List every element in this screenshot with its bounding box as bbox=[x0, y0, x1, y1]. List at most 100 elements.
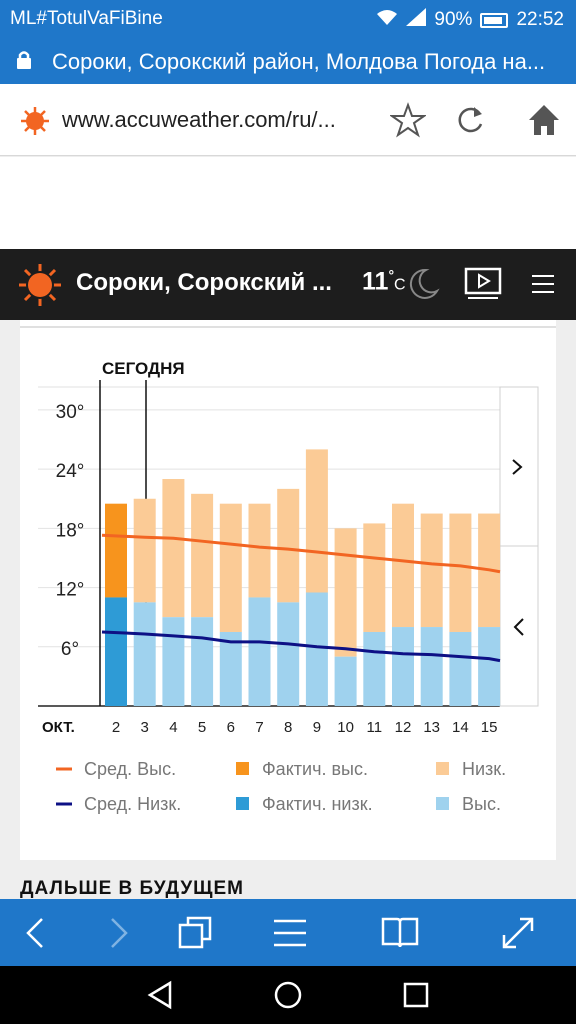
high-bar bbox=[449, 513, 472, 632]
temperature-chart: 30° 24° 18° 12° 6° 2 3 4 5 6 7 8 9 10 11 12 13 14 15 СЕГОДН… bbox=[38, 359, 539, 814]
low-bar bbox=[305, 592, 328, 706]
url-text[interactable]: www.accuweather.com/ru/... bbox=[62, 107, 336, 132]
legend-label: Выс. bbox=[462, 794, 501, 814]
high-bar bbox=[305, 449, 328, 593]
tabs-icon[interactable] bbox=[176, 913, 216, 953]
chevron-left-icon bbox=[513, 618, 524, 636]
y-tick-label: 6° bbox=[61, 639, 79, 660]
x-tick-label: 13 bbox=[423, 719, 440, 736]
legend-label: Низк. bbox=[462, 759, 506, 779]
video-play-icon[interactable] bbox=[464, 267, 502, 301]
accuweather-favicon bbox=[20, 106, 50, 136]
low-bar bbox=[334, 656, 357, 706]
scroll-prev-button[interactable] bbox=[499, 545, 539, 707]
high-bar bbox=[277, 488, 300, 603]
x-tick-label: 4 bbox=[169, 719, 177, 736]
x-tick-label: 9 bbox=[313, 719, 321, 736]
x-tick-label: 6 bbox=[227, 719, 235, 736]
back-icon[interactable] bbox=[16, 913, 56, 953]
today-label: СЕГОДНЯ bbox=[102, 359, 185, 378]
wifi-icon bbox=[376, 8, 398, 32]
nav-recents-icon[interactable] bbox=[400, 979, 432, 1011]
actual-high-bar bbox=[105, 503, 127, 598]
x-tick-label: 3 bbox=[141, 719, 149, 736]
site-header: Сороки, Сорокский ... 11°C bbox=[0, 249, 576, 320]
low-bar bbox=[449, 631, 472, 706]
ad-space bbox=[0, 157, 576, 249]
low-bar bbox=[420, 627, 443, 706]
legend-label: Сред. Выс. bbox=[84, 759, 176, 779]
legend-swatch bbox=[436, 762, 449, 775]
high-bar bbox=[191, 493, 214, 618]
low-bar bbox=[248, 597, 271, 706]
current-temperature: 11°C bbox=[362, 267, 406, 296]
address-bar[interactable]: www.accuweather.com/ru/... bbox=[0, 84, 576, 156]
tab-title[interactable]: Сороки, Сорокский район, Молдова Погода … bbox=[52, 49, 546, 74]
x-tick-label: 15 bbox=[481, 719, 498, 736]
high-bar bbox=[162, 479, 185, 618]
moon-icon bbox=[406, 267, 440, 301]
high-bar bbox=[219, 503, 242, 632]
bookmark-star-icon[interactable] bbox=[388, 102, 428, 138]
status-bar: ML#TotulVaFiBine 90% 22:52 bbox=[0, 0, 576, 38]
avg-high-line bbox=[101, 533, 501, 574]
actual-low-bar bbox=[105, 597, 127, 706]
y-tick-label: 18° bbox=[56, 520, 85, 541]
high-bar bbox=[363, 523, 386, 632]
battery-icon bbox=[480, 12, 509, 28]
lock-icon bbox=[16, 50, 32, 70]
low-bar bbox=[191, 617, 214, 706]
high-bar bbox=[420, 513, 443, 628]
legend-swatch bbox=[436, 797, 449, 810]
x-tick-label: 2 bbox=[112, 719, 120, 736]
low-bar bbox=[133, 602, 156, 706]
low-bar bbox=[392, 627, 414, 706]
high-bar bbox=[334, 528, 357, 657]
fullscreen-icon[interactable] bbox=[498, 913, 538, 953]
low-bar bbox=[162, 617, 185, 706]
high-bar bbox=[248, 503, 271, 598]
y-tick-label: 24° bbox=[56, 461, 85, 482]
home-icon[interactable] bbox=[526, 102, 562, 138]
legend-label: Сред. Низк. bbox=[84, 794, 181, 814]
month-label: ОКТ. bbox=[42, 719, 75, 736]
carrier-label: ML#TotulVaFiBine bbox=[10, 8, 163, 29]
chart-card: 30° 24° 18° 12° 6° 2 3 4 5 6 7 8 9 10 11 12 13 14 15 СЕГОДН… bbox=[20, 320, 556, 860]
legend-label: Фактич. выс. bbox=[262, 759, 368, 779]
reload-icon[interactable] bbox=[452, 102, 488, 138]
legend-swatch bbox=[236, 762, 249, 775]
sun-logo-icon[interactable] bbox=[18, 263, 62, 307]
clock: 22:52 bbox=[516, 9, 564, 30]
system-navigation-bar bbox=[0, 966, 576, 1024]
x-tick-label: 7 bbox=[255, 719, 263, 736]
x-tick-label: 14 bbox=[452, 719, 469, 736]
divider bbox=[20, 326, 556, 328]
y-tick-label: 12° bbox=[56, 580, 85, 601]
x-tick-label: 5 bbox=[198, 719, 206, 736]
legend-swatch bbox=[236, 797, 249, 810]
avg-low-line bbox=[101, 630, 501, 663]
tab-bar[interactable]: Сороки, Сорокский район, Молдова Погода … bbox=[0, 38, 576, 84]
location-title[interactable]: Сороки, Сорокский ... bbox=[76, 269, 332, 296]
low-bar bbox=[363, 631, 386, 706]
chevron-right-icon bbox=[512, 459, 523, 475]
nav-home-icon[interactable] bbox=[272, 979, 304, 1011]
reading-mode-icon[interactable] bbox=[380, 913, 420, 953]
menu-icon[interactable] bbox=[270, 913, 310, 953]
section-heading: ДАЛЬШЕ В БУДУЩЕМ bbox=[20, 878, 245, 899]
x-tick-label: 8 bbox=[284, 719, 292, 736]
hamburger-menu-icon[interactable] bbox=[532, 273, 554, 295]
signal-icon bbox=[406, 8, 427, 32]
x-tick-label: 11 bbox=[367, 719, 383, 736]
high-bar bbox=[133, 498, 156, 603]
low-bar bbox=[478, 627, 501, 706]
nav-back-icon[interactable] bbox=[144, 979, 176, 1011]
x-tick-label: 10 bbox=[337, 719, 354, 736]
battery-percent: 90% bbox=[434, 9, 473, 30]
low-bar bbox=[277, 602, 300, 706]
forward-icon[interactable] bbox=[98, 913, 138, 953]
x-tick-label: 12 bbox=[395, 719, 412, 736]
high-bar bbox=[392, 503, 414, 628]
browser-toolbar bbox=[0, 899, 576, 966]
legend-label: Фактич. низк. bbox=[262, 794, 373, 814]
